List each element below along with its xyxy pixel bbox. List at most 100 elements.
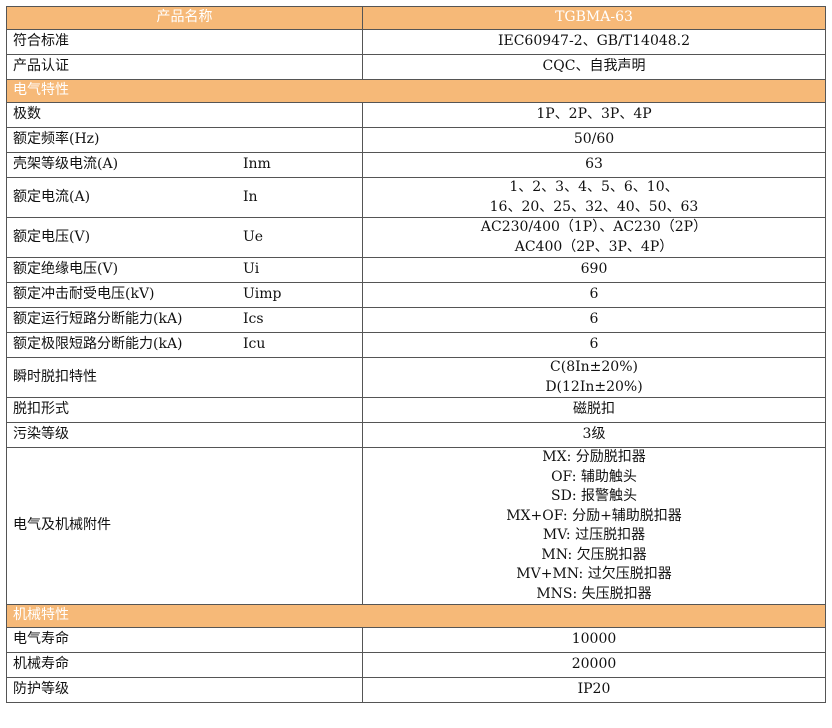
row-value: 3级 [582,426,606,443]
row-value: IP20 [577,681,611,698]
table-row: 极数 1P、2P、3P、4P [6,102,826,128]
table-row: 产品认证 CQC、自我声明 [6,54,826,80]
row-value-cell: 6 [362,282,826,308]
row-label: 瞬时脱扣特性 [13,368,97,385]
row-value-cell: 690 [362,257,826,283]
row-value-cell: CQC、自我声明 [362,54,826,80]
row-label: 额定电压(V) [13,228,91,245]
table-header: 产品名称 TGBMA-63 [6,6,826,30]
row-label: 机械寿命 [13,656,69,673]
row-value: MN: 欠压脱扣器 [541,546,647,563]
row-value: 6 [589,286,599,303]
row-value: OF: 辅助触头 [551,468,637,485]
table-row: 机械寿命 20000 [6,652,826,678]
row-value-cell: 6 [362,307,826,333]
row-label: 额定频率(Hz) [13,131,100,148]
row-label-cell: 瞬时脱扣特性 [6,357,363,398]
section-title: 机械特性 [6,604,826,628]
row-value: SD: 报警触头 [551,488,637,504]
row-value: AC230/400（1P）、AC230（2P） [480,219,708,235]
row-symbol: Inm [243,156,271,173]
table-row: 壳架等级电流(A) Inm 63 [6,152,826,178]
row-label-cell: 电气及机械附件 [6,447,363,605]
row-label-cell: 符合标准 [6,29,363,55]
row-label-cell: 机械寿命 [6,652,363,678]
row-value: 50/60 [573,131,615,148]
row-value: MV+MN: 过欠压脱扣器 [516,566,672,582]
row-value-cell: 50/60 [362,127,826,153]
table-row: 电气及机械附件 MX: 分励脱扣器 OF: 辅助触头 SD: 报警触头 MX+OF: 分… [6,447,826,605]
row-value-cell: 6 [362,332,826,358]
table-row: 脱扣形式 磁脱扣 [6,397,826,423]
row-label-cell: 极数 [6,102,363,128]
row-value: 1、2、3、4、5、6、10、 [509,179,679,195]
row-label: 符合标准 [13,33,69,50]
table-row: 额定电流(A) In 1、2、3、4、5、6、10、 16、20、25、32、40、5… [6,177,826,218]
row-value: 16、20、25、32、40、50、63 [489,198,699,215]
row-label: 电气及机械附件 [13,517,111,534]
row-label-cell: 壳架等级电流(A) Inm [6,152,363,178]
row-value: D(12In±20%) [545,378,643,395]
row-value-cell: 磁脱扣 [362,397,826,423]
row-symbol: Ics [243,311,264,328]
row-value: C(8In±20%) [550,359,638,375]
row-value: MNS: 失压脱扣器 [536,585,652,602]
row-label-cell: 额定电流(A) In [6,177,363,218]
row-label: 脱扣形式 [13,401,69,418]
row-value-cell: 10000 [362,627,826,653]
table-row: 污染等级 3级 [6,422,826,448]
row-label-cell: 污染等级 [6,422,363,448]
row-value-cell: C(8In±20%) D(12In±20%) [362,357,826,398]
table-row: 额定绝缘电压(V) Ui 690 [6,257,826,283]
row-value: 20000 [571,656,617,673]
row-value-cell: 20000 [362,652,826,678]
row-value: 1P、2P、3P、4P [536,106,652,123]
row-value: 690 [580,261,608,278]
row-value: MX+OF: 分励+辅助脱扣器 [506,507,682,524]
row-value-cell: IP20 [362,677,826,703]
row-value: 10000 [571,631,617,648]
header-name-label: 产品名称 [6,6,363,30]
table-row: 额定频率(Hz) 50/60 [6,127,826,153]
row-label: 额定电流(A) [13,188,91,205]
section-title: 电气特性 [6,79,826,103]
row-label-cell: 额定绝缘电压(V) Ui [6,257,363,283]
row-value: AC400（2P、3P、4P） [514,238,674,255]
row-value: CQC、自我声明 [542,58,646,75]
row-label-cell: 电气寿命 [6,627,363,653]
row-value: MV: 过压脱扣器 [542,527,646,543]
row-label-cell: 额定电压(V) Ue [6,217,363,258]
row-label: 污染等级 [13,426,69,443]
row-label-cell: 额定频率(Hz) [6,127,363,153]
row-value: IEC60947-2、GB/T14048.2 [497,33,691,50]
row-symbol: Icu [243,336,266,353]
row-label-cell: 额定冲击耐受电压(kV) Uimp [6,282,363,308]
row-value: 6 [589,336,599,353]
row-label-cell: 脱扣形式 [6,397,363,423]
row-label: 防护等级 [13,681,69,698]
row-value: 6 [589,311,599,328]
row-label: 额定运行短路分断能力(kA) [13,311,183,328]
table-row: 额定极限短路分断能力(kA) Icu 6 [6,332,826,358]
row-label-cell: 额定运行短路分断能力(kA) Ics [6,307,363,333]
row-label-cell: 防护等级 [6,677,363,703]
row-label: 额定极限短路分断能力(kA) [13,336,183,353]
row-label-cell: 额定极限短路分断能力(kA) Icu [6,332,363,358]
row-value-cell: MX: 分励脱扣器 OF: 辅助触头 SD: 报警触头 MX+OF: 分励+辅助脱扣器… [362,447,826,605]
row-label: 壳架等级电流(A) [13,156,119,173]
table-row: 电气寿命 10000 [6,627,826,653]
row-value-cell: 3级 [362,422,826,448]
table-row: 符合标准 IEC60947-2、GB/T14048.2 [6,29,826,55]
row-symbol: Ue [243,228,264,245]
row-label: 极数 [13,106,41,123]
table-row: 防护等级 IP20 [6,677,826,703]
table-row: 额定电压(V) Ue AC230/400（1P）、AC230（2P） AC400（2P… [6,217,826,258]
row-value: 63 [585,156,603,173]
section-header: 机械特性 [6,604,826,628]
row-value-cell: 1P、2P、3P、4P [362,102,826,128]
row-label-cell: 产品认证 [6,54,363,80]
row-label: 额定绝缘电压(V) [13,261,119,278]
spec-table: 产品名称 TGBMA-63 符合标准 IEC60947-2、GB/T14048.2… [6,6,826,703]
table-row: 额定运行短路分断能力(kA) Ics 6 [6,307,826,333]
row-label: 产品认证 [13,58,69,75]
